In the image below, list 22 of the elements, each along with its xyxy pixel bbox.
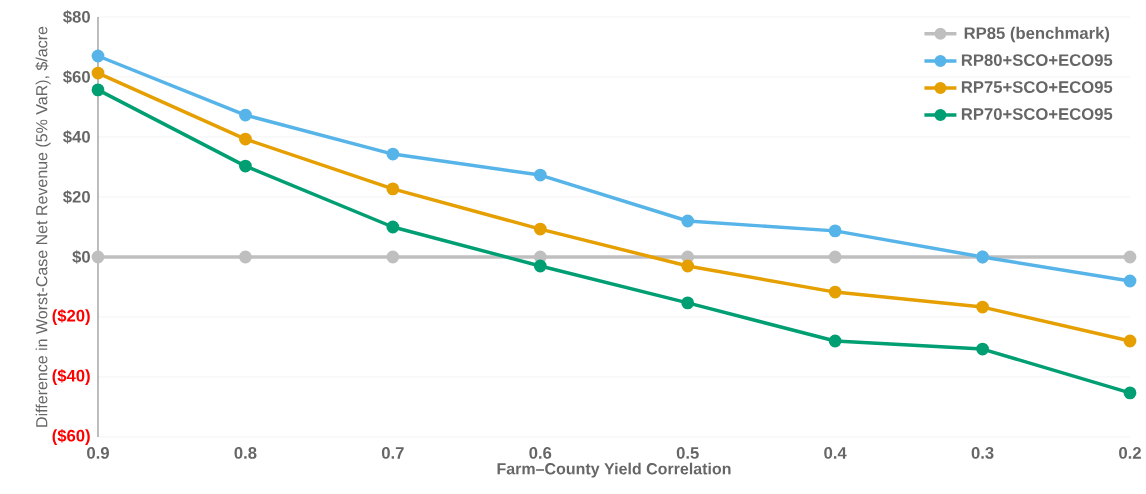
x-tick-label: 0.5: [676, 447, 699, 459]
y-tick-label: ($60): [52, 429, 90, 445]
y-tick-label: ($20): [52, 309, 90, 325]
legend-label: RP75+SCO+ECO95: [961, 81, 1113, 93]
x-tick-label: 0.4: [824, 447, 847, 459]
x-tick-label: 0.2: [1119, 447, 1141, 459]
y-tick-label: $20: [63, 190, 90, 204]
x-tick-label: 0.3: [971, 447, 994, 459]
x-tick-label: 0.6: [529, 447, 552, 459]
y-tick-label: $80: [63, 10, 90, 24]
x-tick-label: 0.8: [234, 447, 257, 459]
legend-label: RP85 (benchmark): [964, 26, 1110, 43]
legend-label: RP80+SCO+ECO95: [961, 54, 1113, 66]
y-tick-label: $0: [72, 250, 90, 264]
x-tick-label: 0.7: [381, 447, 404, 459]
y-tick-label: $60: [63, 70, 90, 84]
y-axis-title: Difference in Worst-Case Net Revenue (5% VaR), $/acre: [35, 26, 51, 427]
x-tick-label: 0.9: [87, 447, 109, 459]
legend-label: RP70+SCO+ECO95: [961, 108, 1113, 120]
x-axis-title: Farm–County Yield Correlation: [497, 462, 731, 478]
y-tick-label: $40: [63, 130, 90, 144]
y-tick-label: ($40): [52, 369, 90, 385]
